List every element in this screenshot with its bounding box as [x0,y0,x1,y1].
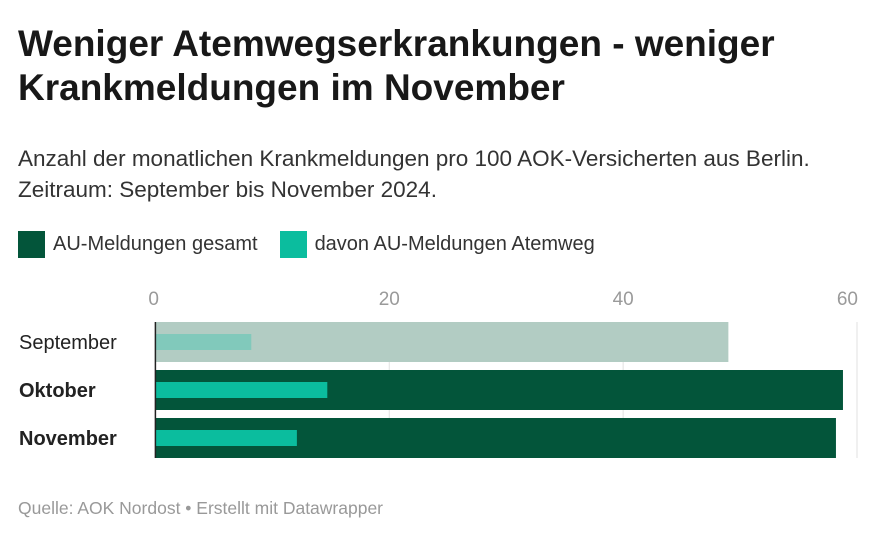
chart-title: Weniger Atemwegserkrankungen - weniger K… [18,23,775,108]
x-tick-label: 20 [379,289,400,310]
bar-atemweg [155,334,252,350]
x-tick-label: 0 [148,289,159,310]
legend-swatch-total [18,231,45,258]
x-tick-label: 60 [837,289,858,310]
bar-atemweg [155,430,297,446]
chart-subtitle: Anzahl der monatlichen Krankmeldungen pr… [18,146,810,202]
legend-label-total: AU-Meldungen gesamt [53,233,258,255]
legend-swatch-atemweg [279,231,307,258]
legend-item-total: AU-Meldungen gesamt [18,231,258,258]
category-label: September [19,332,117,354]
bar-chart: 0 20 40 60 September Oktober November [19,289,858,458]
category-label: Oktober [19,380,96,402]
category-label: November [19,428,117,450]
legend: AU-Meldungen gesamt davon AU-Meldungen A… [18,231,595,258]
legend-item-atemweg: davon AU-Meldungen Atemweg [279,231,595,258]
legend-label-atemweg: davon AU-Meldungen Atemweg [314,233,595,255]
source-footer: Quelle: AOK Nordost • Erstellt mit Dataw… [18,498,384,518]
x-tick-label: 40 [613,289,634,310]
bar-atemweg [155,382,328,398]
